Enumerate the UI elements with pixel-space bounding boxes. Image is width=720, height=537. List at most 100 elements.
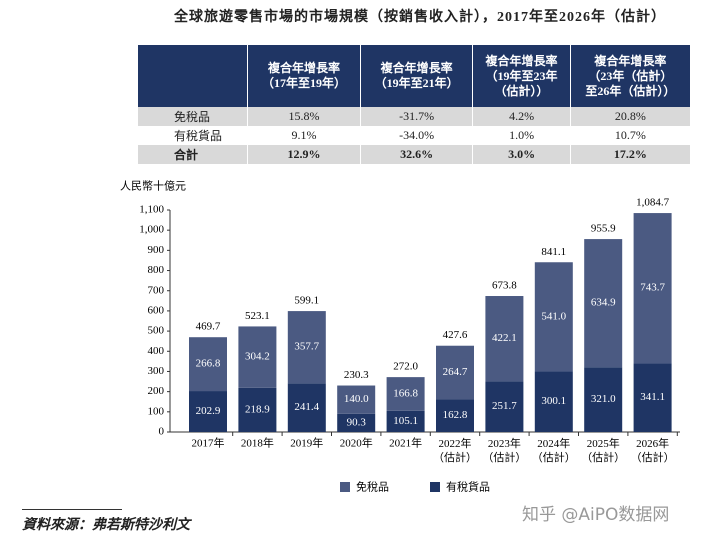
bar-segment bbox=[287, 311, 326, 384]
bar-segment bbox=[337, 385, 376, 414]
bar-segment bbox=[584, 367, 623, 432]
segment-label: 266.8 bbox=[196, 358, 221, 370]
total-label: 427.6 bbox=[443, 329, 468, 341]
header-line: 複合年增長率 bbox=[380, 61, 453, 75]
header-line: 複合年增長率 bbox=[267, 61, 340, 75]
header-cell bbox=[136, 45, 248, 107]
y-tick-label: 1,000 bbox=[139, 224, 164, 236]
segment-label: 218.9 bbox=[245, 403, 270, 415]
total-label: 230.3 bbox=[344, 369, 369, 381]
row-label: 免稅品 bbox=[136, 107, 248, 126]
segment-label: 634.9 bbox=[591, 297, 616, 309]
legend-swatch bbox=[430, 482, 440, 492]
y-tick-label: 800 bbox=[148, 264, 165, 276]
header-cell: 複合年增長率 （17年至19年） bbox=[247, 45, 361, 107]
bar-segment bbox=[584, 239, 623, 368]
x-tick-label: 2017年 bbox=[192, 436, 225, 450]
header-line: （19年至21年） bbox=[374, 76, 459, 90]
bar-segment bbox=[633, 213, 672, 364]
y-axis-label: 人民幣十億元 bbox=[120, 179, 186, 193]
table-cell: 12.9% bbox=[247, 145, 361, 164]
table-row: 有稅貨品 9.1% -34.0% 1.0% 10.7% bbox=[136, 126, 690, 145]
total-label: 955.9 bbox=[591, 223, 616, 235]
bar-segment bbox=[485, 381, 524, 432]
x-tick-label: 2023年（估計） bbox=[482, 436, 526, 464]
legend-label: 免稅品 bbox=[356, 480, 389, 494]
segment-label: 251.7 bbox=[492, 400, 517, 412]
total-label: 1,084.7 bbox=[636, 197, 670, 209]
total-label: 272.0 bbox=[393, 361, 418, 373]
header-row: 複合年增長率 （17年至19年） 複合年增長率 （19年至21年） 複合年增長率 （19年… bbox=[136, 45, 690, 107]
segment-label: 321.0 bbox=[591, 393, 616, 405]
x-tick-label: 2025年（估計） bbox=[581, 436, 625, 464]
legend-swatch bbox=[340, 482, 350, 492]
header-line: 複合年增長率 bbox=[485, 53, 558, 68]
segment-label: 105.1 bbox=[393, 415, 418, 427]
y-tick-label: 700 bbox=[148, 284, 165, 296]
cagr-table: 複合年增長率 （17年至19年） 複合年增長率 （19年至21年） 複合年增長率 （19年… bbox=[136, 45, 690, 164]
segment-label: 166.8 bbox=[393, 387, 418, 399]
row-label: 合計 bbox=[136, 145, 248, 164]
table-cell: 15.8% bbox=[247, 107, 361, 126]
bar-segment bbox=[287, 383, 326, 432]
x-tick-label: 2021年 bbox=[389, 436, 422, 450]
bar-segment bbox=[534, 262, 573, 372]
bar-segment bbox=[337, 413, 376, 432]
table-cell: 10.7% bbox=[569, 126, 690, 145]
header-cell: 複合年增長率 （23年（估計） 至26年（估計）） bbox=[569, 45, 690, 107]
y-tick-label: 900 bbox=[148, 244, 165, 256]
page-title: 全球旅遊零售市場的市場規模（按銷售收入計），2017年至2026年（估計） bbox=[174, 10, 666, 25]
total-label: 523.1 bbox=[245, 310, 270, 322]
y-tick-label: 300 bbox=[148, 365, 165, 377]
bar-segment bbox=[386, 410, 425, 432]
x-tick-label: 2018年 bbox=[241, 436, 274, 450]
bar-segment bbox=[436, 399, 474, 432]
total-label: 469.7 bbox=[196, 321, 221, 333]
table-row: 合計 12.9% 32.6% 3.0% 17.2% bbox=[136, 145, 690, 164]
header-line: 複合年增長率 bbox=[594, 53, 667, 68]
segment-label: 140.0 bbox=[344, 393, 369, 405]
table-cell: 3.0% bbox=[472, 145, 571, 164]
segment-label: 422.1 bbox=[492, 332, 517, 344]
table-cell: 20.8% bbox=[569, 107, 690, 126]
segment-label: 90.3 bbox=[347, 416, 367, 428]
total-label: 599.1 bbox=[294, 295, 319, 307]
row-label: 有稅貨品 bbox=[136, 126, 248, 145]
header-line: 至26年（估計）） bbox=[585, 83, 676, 98]
x-tick-label: 2024年（估計） bbox=[532, 436, 576, 464]
header-line: （19年至23年 bbox=[485, 68, 558, 83]
bar-segment bbox=[633, 363, 672, 432]
table-cell: 9.1% bbox=[247, 126, 361, 145]
legend-label: 有稅貨品 bbox=[446, 480, 490, 494]
segment-label: 300.1 bbox=[541, 395, 566, 407]
x-tick-label: 2026年（估計） bbox=[631, 436, 675, 464]
total-label: 841.1 bbox=[541, 246, 566, 258]
table-cell: 4.2% bbox=[472, 107, 571, 126]
y-tick-label: 600 bbox=[148, 304, 165, 316]
y-tick-label: 400 bbox=[148, 345, 165, 357]
table-cell: 17.2% bbox=[569, 145, 690, 164]
y-tick-label: 500 bbox=[148, 325, 165, 337]
bar-segment bbox=[189, 337, 227, 392]
bar-segment bbox=[238, 387, 277, 432]
x-tick-label: 2019年 bbox=[290, 436, 323, 450]
segment-label: 743.7 bbox=[640, 282, 665, 294]
bar-segment bbox=[189, 391, 227, 432]
header-line: （估計）） bbox=[494, 83, 549, 98]
segment-label: 541.0 bbox=[541, 310, 566, 322]
segment-label: 162.8 bbox=[443, 409, 468, 421]
segment-label: 341.1 bbox=[640, 391, 665, 403]
x-tick-label: 2020年 bbox=[340, 436, 373, 450]
bar-segment bbox=[534, 371, 573, 432]
total-label: 673.8 bbox=[492, 280, 517, 292]
segment-label: 264.7 bbox=[443, 366, 468, 378]
segment-label: 304.2 bbox=[245, 351, 270, 363]
header-line: （23年（估計） bbox=[588, 68, 673, 83]
y-tick-label: 100 bbox=[148, 405, 165, 417]
source: 資料來源：弗若斯特沙利文 bbox=[22, 518, 190, 533]
bar-segment bbox=[238, 326, 277, 388]
table-cell: 1.0% bbox=[472, 126, 571, 145]
table-cell: 32.6% bbox=[359, 145, 473, 164]
